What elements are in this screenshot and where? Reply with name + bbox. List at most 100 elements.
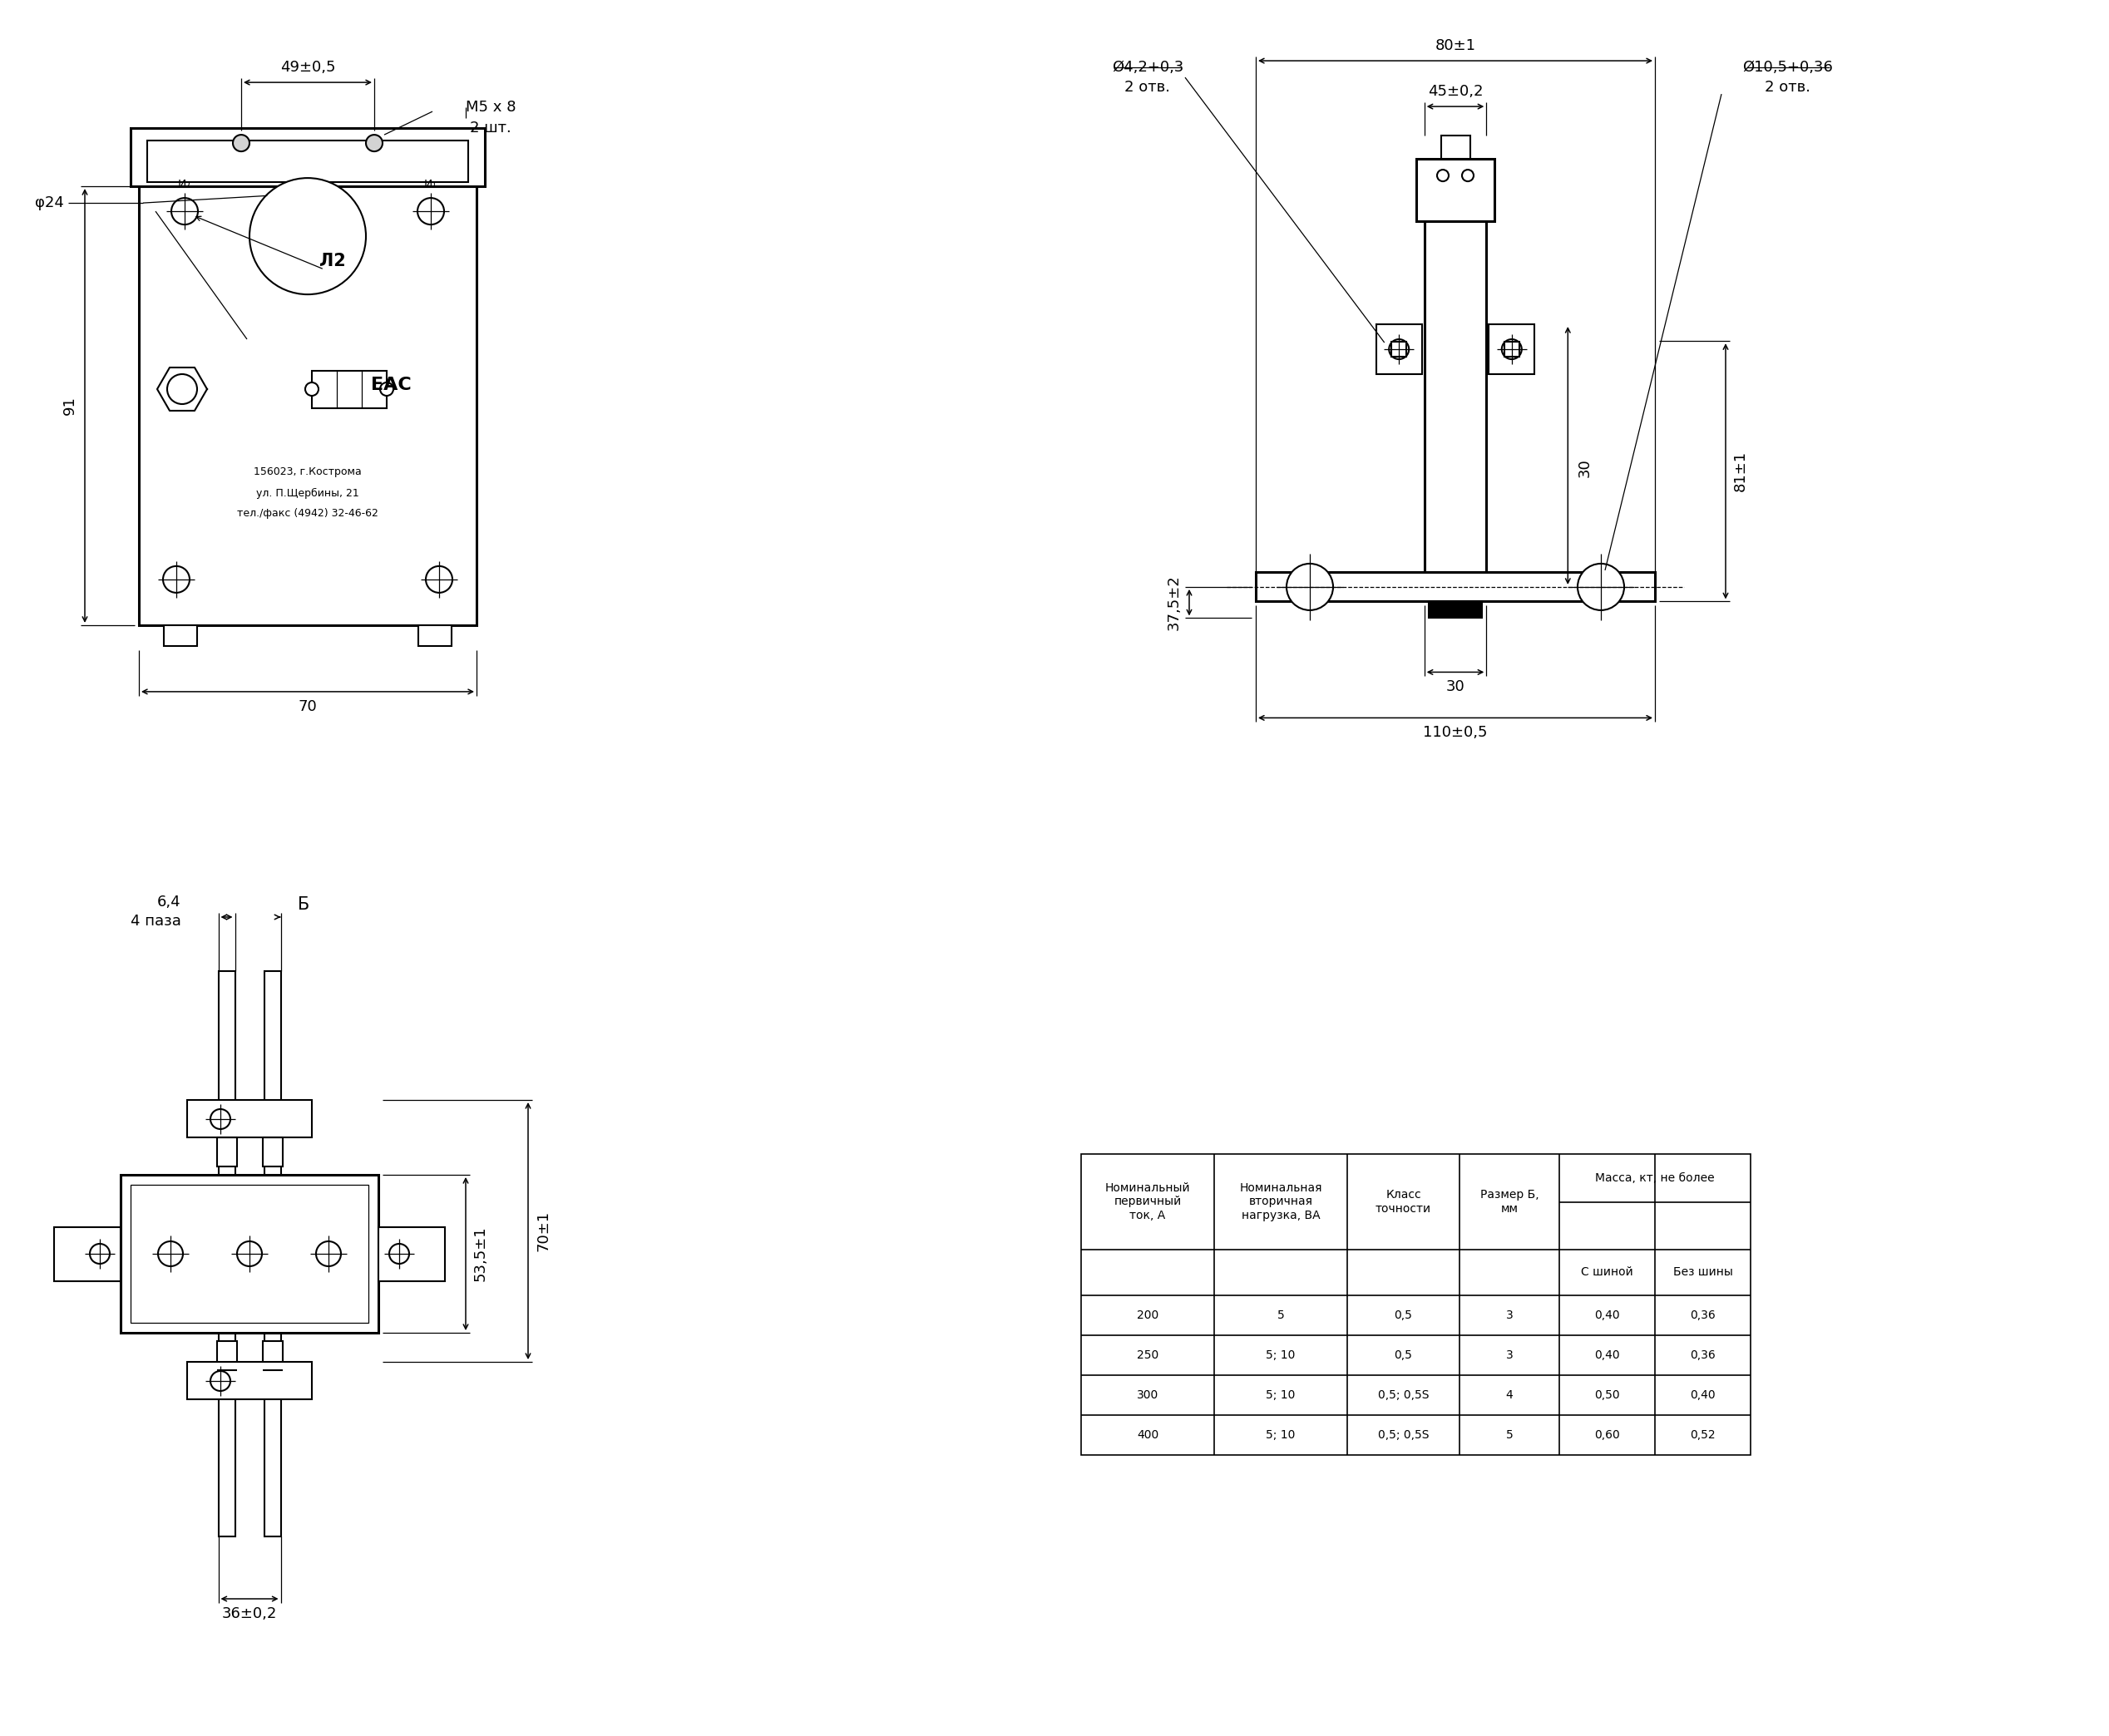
Bar [120,1175,378,1333]
Circle shape [418,198,445,224]
Circle shape [91,1243,110,1264]
Text: 4: 4 [1506,1389,1512,1401]
Circle shape [1502,339,1523,359]
Bar [217,1342,236,1370]
Bar [131,128,485,186]
Circle shape [306,382,318,396]
Text: 6,4: 6,4 [156,894,181,910]
Text: 156023, г.Кострома: 156023, г.Кострома [253,467,361,477]
Circle shape [316,1241,342,1266]
Text: Без шины: Без шины [1672,1267,1734,1278]
Text: 0,5: 0,5 [1394,1349,1413,1361]
Circle shape [1436,170,1449,181]
Text: 70±1: 70±1 [536,1210,550,1252]
Bar [55,1227,120,1281]
Circle shape [236,1241,262,1266]
Bar [131,1184,369,1323]
Circle shape [1286,564,1333,609]
Circle shape [367,135,382,151]
Bar [262,1342,283,1370]
Text: 0,40: 0,40 [1594,1349,1620,1361]
Bar [418,625,451,646]
Text: 5; 10: 5; 10 [1265,1429,1295,1441]
Text: 4 паза: 4 паза [131,913,181,929]
Circle shape [1390,339,1409,359]
Text: И₁: И₁ [424,179,437,191]
Text: Размер Б,
мм: Размер Б, мм [1481,1189,1540,1215]
Bar [1440,135,1470,160]
Circle shape [167,375,196,404]
Text: 91: 91 [63,396,78,415]
Text: 0,5: 0,5 [1394,1309,1413,1321]
Text: 5; 10: 5; 10 [1265,1349,1295,1361]
Bar [1082,1154,1750,1455]
Circle shape [249,179,367,295]
Text: Ø10,5+0,36: Ø10,5+0,36 [1742,61,1833,75]
Text: 0,5; 0,5S: 0,5; 0,5S [1377,1429,1430,1441]
Bar [312,370,386,408]
Bar [188,1361,312,1399]
Circle shape [211,1109,230,1128]
Text: 80±1: 80±1 [1434,38,1476,54]
Text: 37,5±2: 37,5±2 [1166,575,1181,630]
Text: 53,5±1: 53,5±1 [472,1226,487,1281]
Text: Класс
точности: Класс точности [1375,1189,1432,1215]
Bar [1489,325,1535,375]
Bar [188,1101,312,1137]
Text: Л2: Л2 [318,253,346,269]
Text: ЕАС: ЕАС [371,377,411,394]
Text: 0,36: 0,36 [1689,1309,1715,1321]
Text: 70: 70 [297,700,316,713]
Bar [148,141,468,182]
Text: 45±0,2: 45±0,2 [1428,83,1483,99]
Circle shape [171,198,198,224]
Text: 49±0,5: 49±0,5 [280,61,335,75]
Text: Номинальный
первичный
ток, А: Номинальный первичный ток, А [1105,1182,1189,1220]
Text: 3: 3 [1506,1349,1512,1361]
Bar [1255,573,1656,601]
Text: 5: 5 [1278,1309,1284,1321]
Bar [1424,220,1487,587]
Bar [1392,342,1407,356]
Text: 0,52: 0,52 [1689,1429,1715,1441]
Text: Масса, кт, не более: Масса, кт, не более [1594,1172,1715,1184]
Text: M5 x 8: M5 x 8 [466,101,517,115]
Text: 2 отв.: 2 отв. [1765,80,1812,95]
Bar [139,186,477,625]
Text: 30: 30 [1578,458,1592,477]
Text: 30: 30 [1447,679,1466,694]
Bar [1415,160,1495,220]
Text: ул. П.Щербины, 21: ул. П.Щербины, 21 [257,488,359,498]
Circle shape [158,1241,183,1266]
Circle shape [232,135,249,151]
Circle shape [390,1243,409,1264]
Text: 5; 10: 5; 10 [1265,1389,1295,1401]
Text: 5: 5 [1506,1429,1512,1441]
Bar [217,1137,236,1167]
Circle shape [1462,170,1474,181]
Text: 0,60: 0,60 [1594,1429,1620,1441]
Text: φ24: φ24 [36,196,63,210]
Text: 0,36: 0,36 [1689,1349,1715,1361]
Circle shape [162,566,190,592]
Bar [219,970,234,1536]
Text: 300: 300 [1137,1389,1158,1401]
Text: 400: 400 [1137,1429,1158,1441]
Text: 36±0,2: 36±0,2 [221,1606,276,1621]
Text: 250: 250 [1137,1349,1158,1361]
Text: 3: 3 [1506,1309,1512,1321]
Text: 0,40: 0,40 [1689,1389,1715,1401]
Bar [1504,342,1518,356]
Text: тел./факс (4942) 32-46-62: тел./факс (4942) 32-46-62 [236,509,378,519]
Text: 2 шт.: 2 шт. [470,120,510,135]
Text: Номинальная
вторичная
нагрузка, ВА: Номинальная вторичная нагрузка, ВА [1240,1182,1322,1220]
Circle shape [1578,564,1624,609]
Circle shape [211,1371,230,1391]
Circle shape [380,382,394,396]
Bar [165,625,196,646]
Text: 110±0,5: 110±0,5 [1424,726,1487,740]
Text: Ø4,2+0,3: Ø4,2+0,3 [1111,61,1183,75]
Bar [262,1137,283,1167]
Text: 2 отв.: 2 отв. [1124,80,1170,95]
Text: 200: 200 [1137,1309,1158,1321]
